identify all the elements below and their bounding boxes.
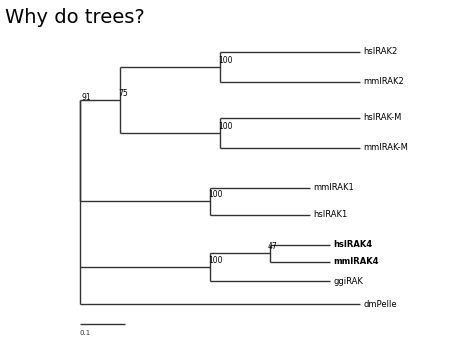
Text: Why do trees?: Why do trees? bbox=[5, 8, 145, 27]
Text: hsIRAK1: hsIRAK1 bbox=[313, 210, 347, 219]
Text: 75: 75 bbox=[118, 89, 128, 98]
Text: mmIRAK1: mmIRAK1 bbox=[313, 183, 354, 192]
Text: hsIRAK4: hsIRAK4 bbox=[333, 240, 372, 249]
Text: 100: 100 bbox=[218, 122, 233, 131]
Text: ggiRAK: ggiRAK bbox=[333, 277, 363, 286]
Text: 100: 100 bbox=[218, 56, 233, 65]
Text: 100: 100 bbox=[208, 190, 222, 199]
Text: 100: 100 bbox=[208, 256, 222, 265]
Text: hsIRAK-M: hsIRAK-M bbox=[363, 113, 401, 122]
Text: 47: 47 bbox=[268, 242, 278, 251]
Text: hsIRAK2: hsIRAK2 bbox=[363, 47, 397, 56]
Text: dmPelle: dmPelle bbox=[363, 300, 396, 309]
Text: mmIRAK4: mmIRAK4 bbox=[333, 257, 378, 266]
Text: 91: 91 bbox=[81, 93, 90, 102]
Text: mmIRAK2: mmIRAK2 bbox=[363, 77, 404, 86]
Text: mmIRAK-M: mmIRAK-M bbox=[363, 143, 408, 152]
Text: 0.1: 0.1 bbox=[80, 331, 91, 336]
